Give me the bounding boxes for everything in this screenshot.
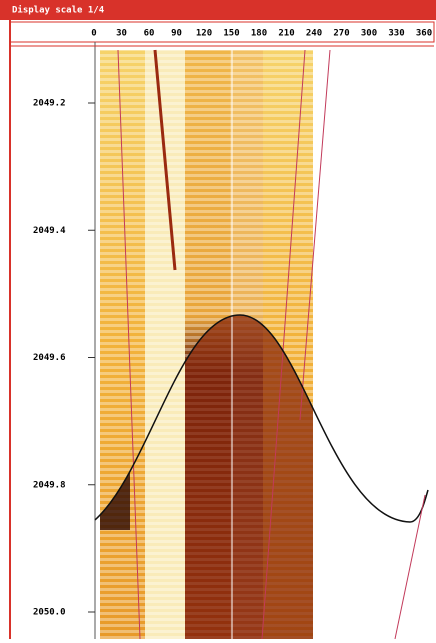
trace	[394, 494, 426, 640]
dark-zone	[185, 315, 313, 639]
azimuth-label: 60	[144, 29, 155, 39]
azimuth-label: 120	[196, 29, 212, 39]
trace	[117, 49, 141, 640]
sinusoid-fit	[94, 314, 429, 523]
window-title: Display scale 1/4	[12, 5, 105, 16]
trace	[153, 49, 177, 271]
azimuth-label: 90	[171, 29, 182, 39]
azimuth-label: 270	[333, 29, 349, 39]
azimuth-label: 30	[116, 29, 127, 39]
azimuth-label: 240	[306, 29, 322, 39]
azimuth-label: 300	[361, 29, 377, 39]
azimuth-label: 0	[91, 29, 96, 39]
trace	[261, 49, 306, 640]
azimuth-label: 150	[223, 29, 239, 39]
azimuth-label: 180	[251, 29, 267, 39]
image-track	[94, 49, 429, 640]
title-bar	[0, 0, 436, 20]
azimuth-label: 330	[388, 29, 404, 39]
depth-label: 2049.4	[33, 226, 66, 236]
depth-label: 2049.6	[33, 353, 66, 363]
trace	[299, 49, 331, 421]
azimuth-label: 210	[278, 29, 294, 39]
depth-label: 2050.0	[33, 608, 66, 618]
depth-label: 2049.2	[33, 99, 66, 109]
azimuth-label: 360	[416, 29, 432, 39]
depth-label: 2049.8	[33, 480, 66, 490]
